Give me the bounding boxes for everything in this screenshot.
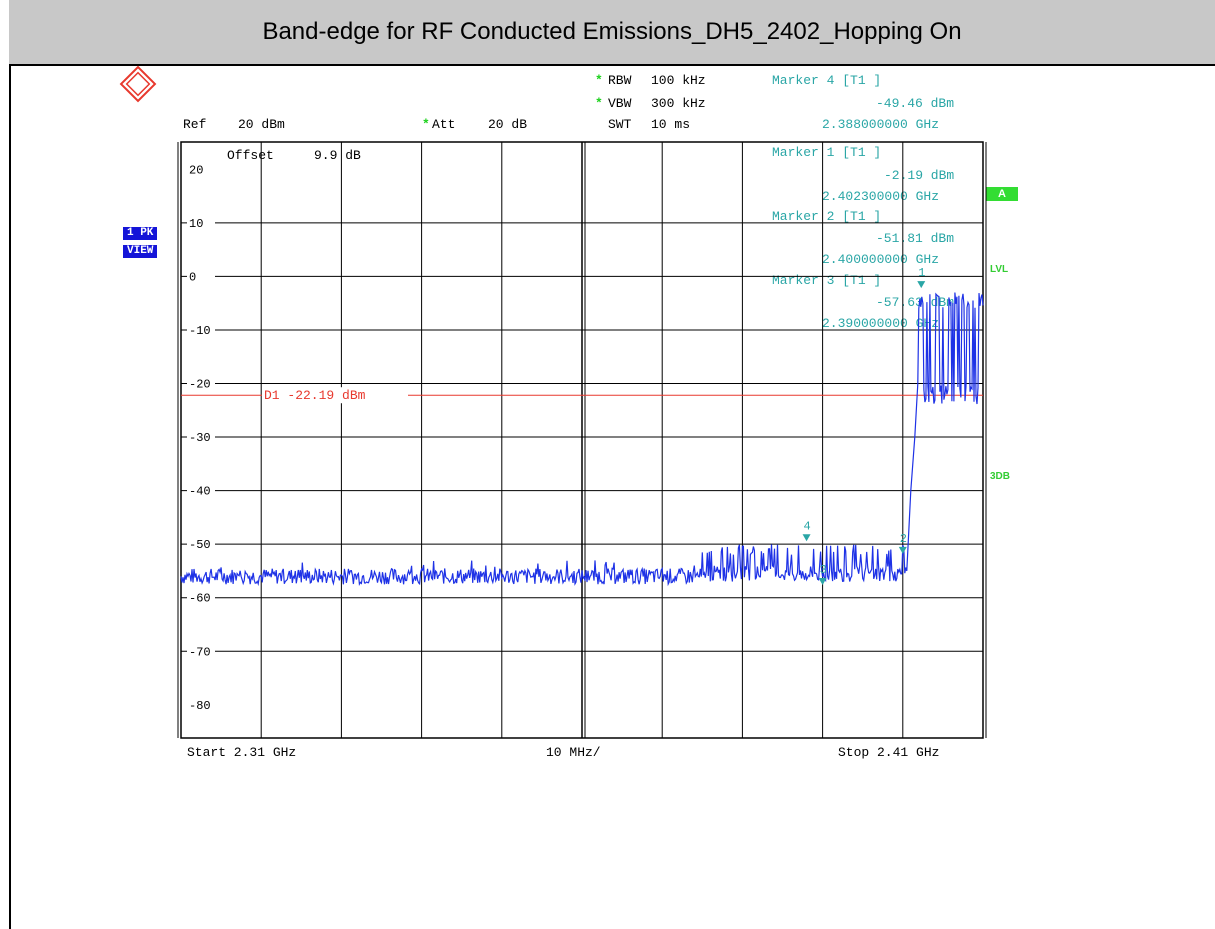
swt-label: SWT <box>608 117 632 132</box>
vbw-star: * <box>595 96 603 111</box>
vbw-label: VBW <box>608 96 632 111</box>
trace-mode-pk: 1 PK <box>123 227 158 240</box>
y-tick-label: -60 <box>189 592 211 606</box>
display-line-label-bg <box>262 387 408 404</box>
display-line-label: D1 -22.19 dBm <box>264 388 366 403</box>
ref-value: 20 dBm <box>238 117 285 132</box>
y-tick-bg <box>187 538 215 551</box>
span-per-division: 10 MHz/ <box>546 745 601 760</box>
marker1-level: -2.19 dBm <box>884 168 955 183</box>
y-tick-bg <box>187 645 215 658</box>
y-tick-bg <box>187 216 215 229</box>
marker-2-label: 2 <box>900 532 907 546</box>
window-frame <box>9 0 1215 929</box>
y-tick-label: -30 <box>189 431 211 445</box>
marker2-freq: 2.400000000 GHz <box>822 252 940 267</box>
y-tick-bg <box>187 484 215 497</box>
att-label: Att <box>432 117 456 132</box>
att-star: * <box>422 117 430 132</box>
marker-4-label: 4 <box>804 519 811 533</box>
rbw-value: 100 kHz <box>651 73 706 88</box>
marker1-title: Marker 1 [T1 ] <box>772 145 882 160</box>
y-tick-label: -80 <box>189 699 211 713</box>
marker4-level: -49.46 dBm <box>876 96 955 111</box>
y-tick-label: -10 <box>189 324 211 338</box>
marker-2-point <box>898 546 907 554</box>
marker-1-label: 1 <box>918 266 925 280</box>
y-tick-label: -50 <box>189 538 211 552</box>
rbw-label: RBW <box>608 73 632 88</box>
att-value: 20 dB <box>488 117 528 132</box>
marker2-title: Marker 2 [T1 ] <box>772 209 882 224</box>
y-tick-label: 20 <box>189 163 203 177</box>
marker2-level: -51.81 dBm <box>876 231 955 246</box>
marker-3-label: 3 <box>820 563 827 577</box>
offset-label: Offset <box>227 148 274 163</box>
y-tick-bg <box>187 431 215 444</box>
y-tick-label: 10 <box>189 217 203 231</box>
trace-a-indicator: A <box>986 187 1018 201</box>
y-tick-bg <box>187 323 215 336</box>
stop-frequency: Stop 2.41 GHz <box>838 745 940 760</box>
y-tick-bg <box>187 270 215 283</box>
marker4-title: Marker 4 [T1 ] <box>772 73 882 88</box>
marker4-freq: 2.388000000 GHz <box>822 117 940 132</box>
y-tick-bg <box>187 377 215 390</box>
lvl-indicator: LVL <box>990 264 1009 275</box>
trace-mode-view: VIEW <box>123 245 158 258</box>
vbw-value: 300 kHz <box>651 96 706 111</box>
y-tick-bg <box>187 591 215 604</box>
y-tick-label: -40 <box>189 485 211 499</box>
swt-value: 10 ms <box>651 117 691 132</box>
trace-line <box>180 292 984 587</box>
ref-label: Ref <box>183 117 207 132</box>
chart-title: Band-edge for RF Conducted Emissions_DH5… <box>9 0 1215 66</box>
y-tick-label: -20 <box>189 378 211 392</box>
y-tick-label: -70 <box>189 645 211 659</box>
marker-1-point <box>917 281 926 289</box>
rbw-star: * <box>595 73 603 88</box>
marker1-freq: 2.402300000 GHz <box>822 189 940 204</box>
y-tick-label: 0 <box>189 270 196 284</box>
start-frequency: Start 2.31 GHz <box>187 745 297 760</box>
offset-value: 9.9 dB <box>314 148 361 163</box>
marker-3-point <box>818 578 827 586</box>
3db-indicator: 3DB <box>990 471 1011 482</box>
marker-4-point <box>802 534 811 542</box>
